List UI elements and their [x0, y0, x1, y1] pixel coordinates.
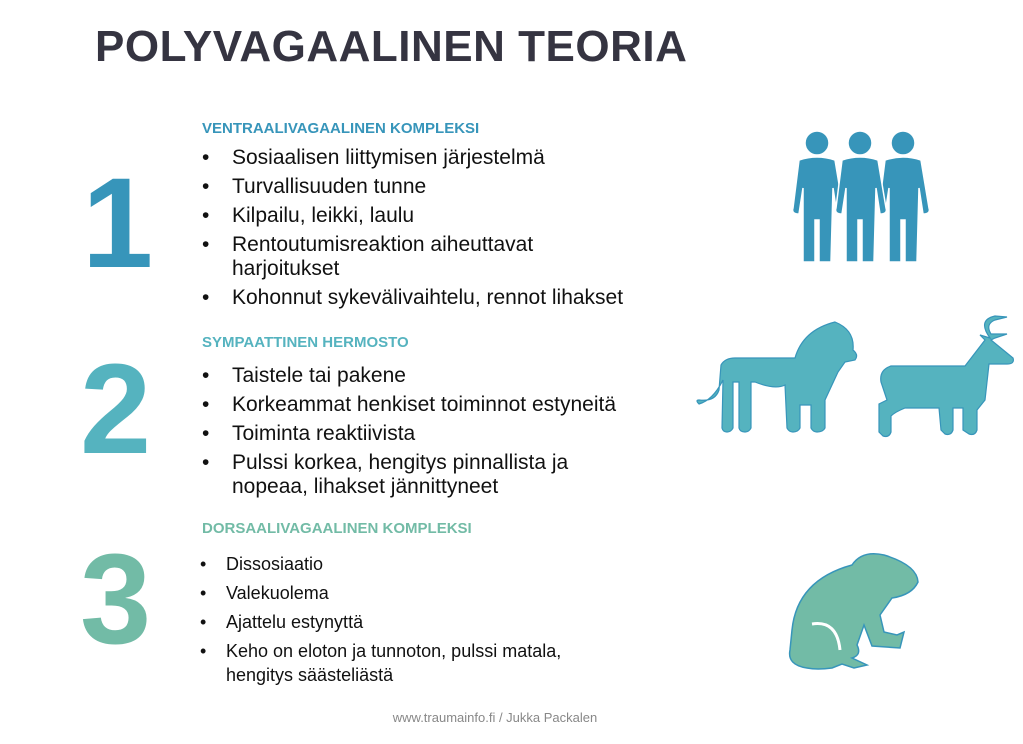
list-item: Taistele tai pakene — [202, 364, 672, 388]
section-list-2: Taistele tai pakene Korkeammat henkiset … — [202, 364, 672, 504]
section-list-1: Sosiaalisen liittymisen järjestelmä Turv… — [202, 146, 692, 315]
list-item: Keho on eloton ja tunnoton, pulssi matal… — [200, 639, 566, 687]
list-item: Ajattelu estynyttä — [200, 610, 580, 634]
list-item: Korkeammat henkiset toiminnot estyneitä — [202, 393, 672, 417]
list-item: Kilpailu, leikki, laulu — [202, 204, 692, 228]
footer-credit: www.traumainfo.fi / Jukka Packalen — [392, 710, 598, 725]
lion-antelope-icon — [696, 315, 1014, 438]
list-item: Dissosiaatio — [200, 552, 580, 576]
frog-icon — [788, 553, 919, 670]
section-number-3: 3 — [80, 528, 152, 671]
section-number-1: 1 — [82, 152, 154, 295]
section-heading-2: SYMPAATTINEN HERMOSTO — [202, 334, 409, 351]
list-item: Rentoutumisreaktion aiheuttavat harjoitu… — [202, 233, 572, 281]
section-heading-1: VENTRAALIVAGAALINEN KOMPLEKSI — [202, 120, 480, 137]
people-icon — [791, 130, 931, 263]
list-item: Turvallisuuden tunne — [202, 175, 692, 199]
section-list-3: Dissosiaatio Valekuolema Ajattelu estyny… — [200, 552, 580, 692]
list-item: Toiminta reaktiivista — [202, 422, 672, 446]
list-item: Sosiaalisen liittymisen järjestelmä — [202, 146, 692, 170]
list-item: Kohonnut sykevälivaihtelu, rennot lihaks… — [202, 286, 692, 310]
list-item: Valekuolema — [200, 581, 580, 605]
list-item: Pulssi korkea, hengitys pinnallista ja n… — [202, 451, 612, 499]
section-heading-3: DORSAALIVAGAALINEN KOMPLEKSI — [202, 520, 472, 537]
page-title: POLYVAGAALINEN TEORIA — [95, 22, 688, 71]
section-number-2: 2 — [80, 338, 152, 481]
